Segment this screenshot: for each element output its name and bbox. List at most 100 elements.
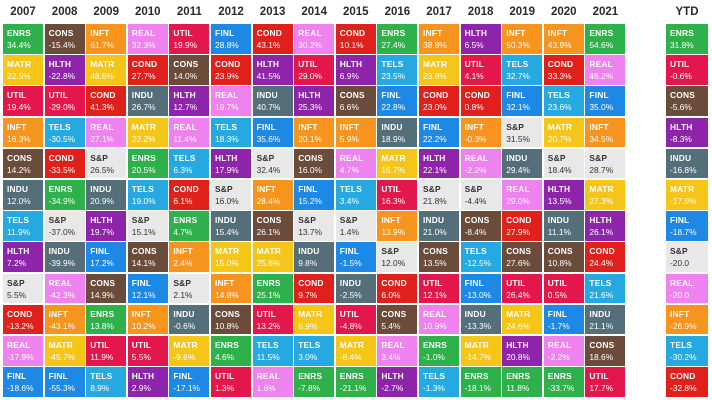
sector-cell-real-2018: REAL -2.2%	[460, 148, 501, 179]
sector-code: FINL	[7, 371, 27, 382]
sector-return: -42.3%	[48, 289, 76, 300]
sector-code: REAL	[215, 90, 239, 101]
sector-code: MATR	[131, 121, 157, 132]
sector-code: INFT	[7, 121, 27, 132]
sector-return: 35.6%	[256, 133, 281, 144]
sector-code: FINL	[131, 277, 152, 288]
sector-cell-enrs-2021: ENRS 54.6%	[585, 24, 626, 54]
sector-return: 26.4%	[506, 289, 530, 300]
sector-cell-matr-2018: MATR -14.7%	[460, 336, 501, 366]
sector-cell-enrs-2020: ENRS -33.7%	[543, 367, 584, 397]
sector-code: HLTH	[381, 371, 404, 382]
sector-code: COND	[256, 28, 283, 38]
sector-code: UTIL	[670, 59, 690, 70]
sector-cell-cons-2011: CONS 14.0%	[169, 55, 210, 85]
sector-code: MATR	[173, 340, 198, 350]
sector-cell-sp-2021: S&P 28.7%	[585, 148, 626, 179]
sector-cell-util-2011: UTIL 19.9%	[169, 24, 210, 54]
sector-return: 19.9%	[173, 40, 198, 50]
sector-cell-tels-2018: TELS -12.5%	[460, 242, 501, 272]
sector-code: COND	[547, 59, 574, 70]
sector-cell-hlth-2019: HLTH 20.8%	[502, 336, 543, 366]
sector-cell-util-2009: UTIL 11.9%	[86, 336, 127, 366]
sector-return: 41.5%	[256, 71, 281, 82]
sector-return: 61.7%	[90, 40, 114, 50]
sector-code: ENRS	[215, 340, 240, 350]
sector-code: REAL	[547, 340, 572, 350]
sector-code: UTIL	[215, 371, 235, 382]
sector-cell-hlth-2010: HLTH 2.9%	[127, 367, 168, 397]
sector-code: FINL	[256, 121, 277, 132]
sector-code: S&P	[506, 121, 525, 132]
sector-cell-hlth-2012: HLTH 17.9%	[211, 148, 251, 179]
sector-return: 27.1%	[90, 133, 114, 144]
sector-return: 1.4%	[339, 227, 359, 238]
sector-return: 23.0%	[423, 102, 447, 113]
sector-cell-matr-2013: MATR 25.6%	[252, 242, 293, 272]
sector-return: 27.4%	[381, 40, 406, 50]
sector-code: HLTH	[48, 59, 72, 70]
year-header-2009: 2009	[93, 6, 119, 18]
sector-cell-util-2007: UTIL 19.4%	[3, 86, 43, 116]
sector-cell-cons-2018: CONS -8.4%	[460, 211, 501, 241]
sector-return: 26.7%	[131, 102, 156, 113]
sector-return: 16.0%	[298, 164, 322, 175]
sector-code: COND	[464, 90, 491, 101]
sector-code: TELS	[381, 59, 404, 70]
sector-return: 23.9%	[215, 71, 239, 82]
sector-return: -33.7%	[547, 383, 575, 394]
sector-cell-sp-2011: S&P 2.1%	[169, 273, 210, 304]
sector-cell-sp-2015: S&P 1.4%	[335, 211, 376, 241]
sector-cell-enrs-2014: ENRS -7.8%	[294, 367, 335, 397]
sector-cell-cons-2016: CONS 5.4%	[377, 304, 418, 335]
sector-return: 43.9%	[547, 40, 572, 50]
sector-return: 31.5%	[506, 133, 530, 144]
sector-return: 13.5%	[547, 196, 572, 206]
sector-cell-tels-2009: TELS 8.9%	[86, 367, 127, 397]
sector-code: HLTH	[256, 59, 280, 70]
sector-code: UTIL	[339, 308, 360, 319]
sector-return: 11.5%	[256, 352, 280, 362]
sector-code: UTIL	[464, 59, 485, 70]
sector-cell-matr-2020: MATR 20.7%	[543, 117, 584, 148]
sector-return: -21.1%	[339, 383, 367, 394]
sector-return: 40.7%	[256, 102, 281, 113]
sector-return: 22.2%	[131, 133, 156, 144]
sector-cell-matr-2010: MATR 22.2%	[127, 117, 168, 148]
sector-return: 25.6%	[256, 258, 281, 269]
sector-cell-finl-2019: FINL 32.1%	[502, 86, 543, 116]
sector-code: ENRS	[506, 371, 531, 382]
sector-cell-enrs-2016: ENRS 27.4%	[377, 24, 418, 54]
sector-code: UTIL	[547, 277, 568, 288]
sector-cell-cons-2021: CONS 18.6%	[585, 336, 626, 366]
sector-return: 12.1%	[423, 289, 447, 300]
sector-return: 28.8%	[215, 40, 239, 50]
sector-code: ENRS	[298, 371, 323, 382]
sector-return: 12.0%	[7, 196, 31, 206]
sector-return: -1.7%	[547, 320, 570, 331]
sector-code: COND	[90, 90, 116, 101]
sector-return: -39.9%	[48, 258, 76, 269]
sector-code: CONS	[173, 59, 199, 70]
sector-cell-util-2008: UTIL -29.0%	[44, 86, 85, 116]
sector-cell-tels-ytd: TELS -30.2%	[666, 336, 708, 366]
sector-code: INFT	[423, 28, 443, 38]
sector-cell-sp-2010: S&P 15.1%	[127, 211, 168, 241]
sector-code: INFT	[547, 28, 568, 38]
sector-return: 3.0%	[298, 352, 318, 362]
sector-code: MATR	[547, 121, 573, 132]
sector-cell-tels-2010: TELS 19.0%	[127, 180, 168, 210]
sector-code: COND	[48, 152, 75, 163]
sector-return: 21.1%	[589, 320, 614, 331]
sector-return: 28.4%	[256, 196, 281, 206]
sector-code: INDU	[589, 308, 611, 319]
sector-return: 27.7%	[131, 71, 156, 82]
sector-cell-tels-2014: TELS 3.0%	[294, 336, 335, 366]
sector-return: 0.5%	[547, 289, 567, 300]
sector-cell-tels-2020: TELS 23.6%	[543, 86, 584, 116]
sector-cell-matr-2016: MATR 16.7%	[377, 148, 418, 179]
sector-cell-indu-2014: INDU 9.8%	[294, 242, 335, 272]
sector-return: -7.8%	[298, 383, 321, 394]
sector-return: 21.6%	[589, 289, 614, 300]
sector-code: INFT	[339, 121, 360, 132]
